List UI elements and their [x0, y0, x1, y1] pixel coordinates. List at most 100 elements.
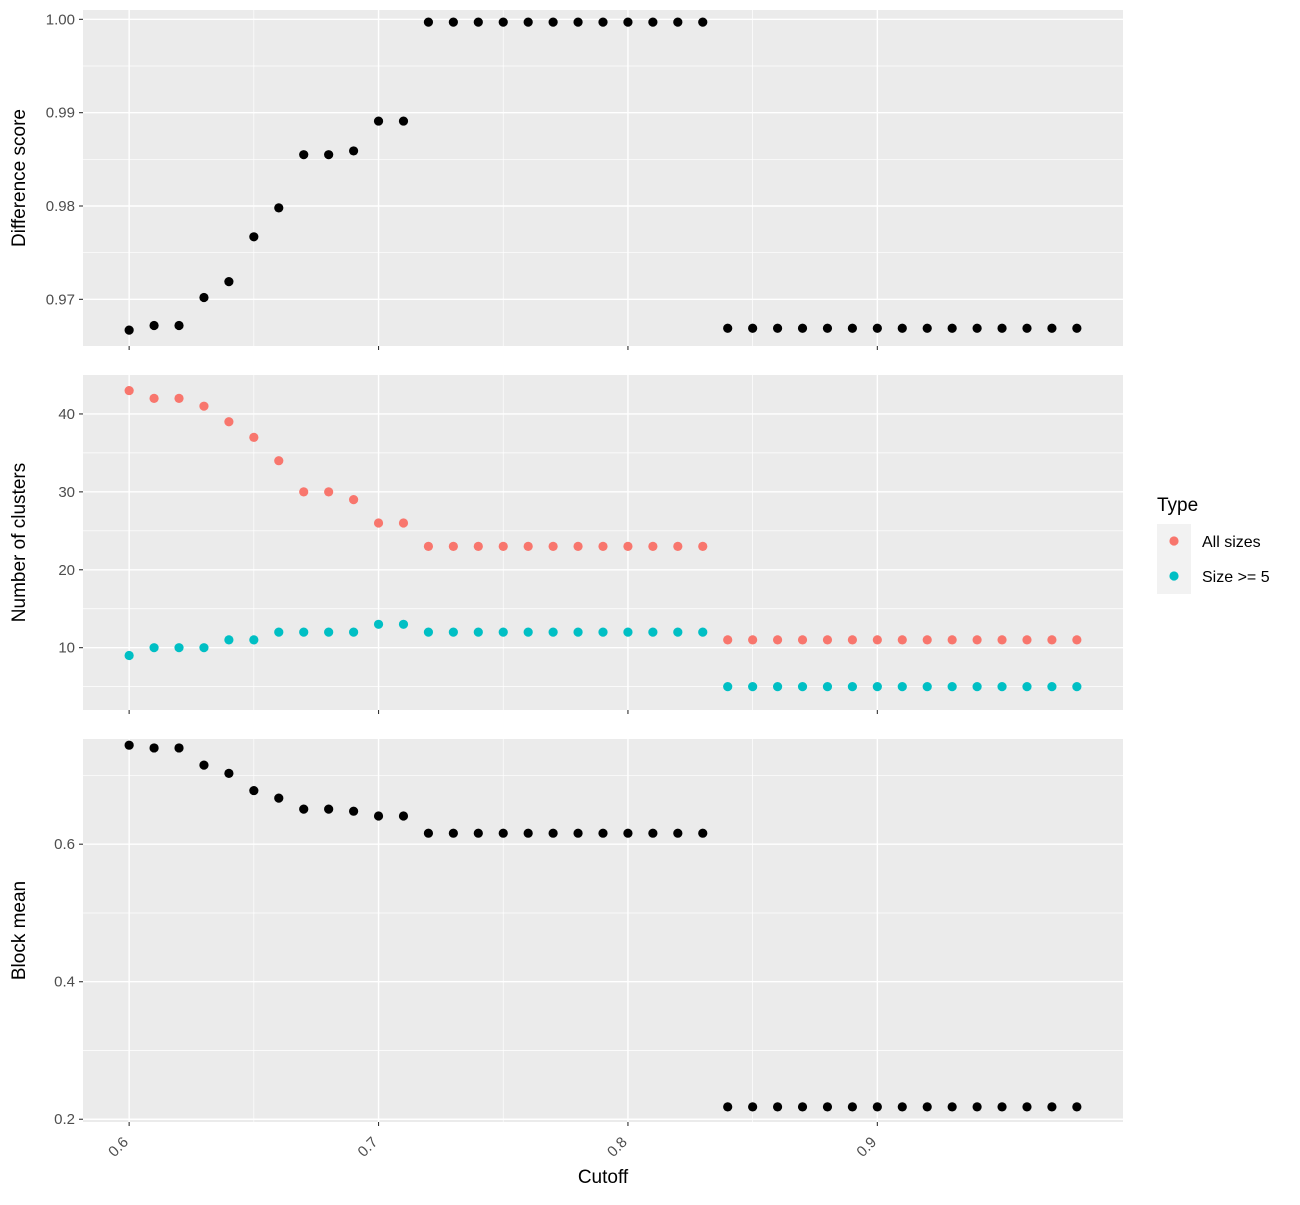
x-tick-label: 0.7 — [355, 1134, 382, 1161]
data-point-series — [373, 116, 384, 126]
data-point-size-5 — [772, 682, 783, 692]
legend-key-size-5 — [1169, 571, 1179, 581]
data-point-series — [299, 150, 309, 160]
data-point-size-5 — [199, 643, 209, 653]
data-point-all-sizes — [997, 635, 1007, 645]
data-point-all-sizes — [299, 487, 309, 497]
data-point-series — [199, 292, 209, 303]
data-point-size-5 — [274, 627, 284, 637]
y-tick-label: 10 — [58, 640, 75, 657]
data-point-series — [249, 785, 259, 796]
data-point-series — [299, 804, 309, 814]
panel-difference-score: 0.97 0.98 0.99 1.00 Difference score — [9, 10, 1123, 350]
y-tick-label: 0.99 — [46, 105, 75, 122]
data-point-all-sizes — [224, 417, 234, 427]
panel-background — [83, 10, 1123, 346]
data-point-series — [797, 323, 808, 333]
data-point-size-5 — [423, 627, 434, 637]
data-point-size-5 — [997, 682, 1007, 692]
data-point-series — [523, 828, 533, 838]
data-point-series — [972, 323, 982, 333]
data-point-size-5 — [1072, 682, 1082, 692]
data-point-series — [324, 804, 334, 814]
data-point-size-5 — [822, 682, 833, 692]
data-point-series — [997, 1102, 1007, 1112]
y-tick-label: 30 — [58, 484, 75, 501]
data-point-all-sizes — [448, 541, 458, 551]
data-point-all-sizes — [922, 635, 932, 645]
data-point-series — [523, 17, 533, 27]
data-point-series — [947, 323, 957, 333]
data-point-series — [623, 17, 633, 27]
data-point-series — [772, 323, 783, 333]
data-point-size-5 — [1022, 682, 1032, 692]
data-point-series — [598, 17, 608, 27]
data-point-all-sizes — [748, 635, 758, 645]
data-point-all-sizes — [872, 635, 882, 645]
data-point-all-sizes — [1072, 635, 1082, 645]
data-point-all-sizes — [124, 385, 134, 396]
data-point-all-sizes — [199, 401, 209, 411]
data-point-size-5 — [947, 682, 957, 692]
data-point-all-sizes — [548, 541, 558, 551]
panel-number-of-clusters: 10 20 30 40 Number of clusters — [9, 375, 1123, 714]
data-point-series — [772, 1102, 783, 1112]
data-point-size-5 — [797, 682, 808, 692]
data-point-all-sizes — [972, 635, 982, 645]
legend-title: Type — [1157, 495, 1198, 516]
data-point-all-sizes — [373, 518, 384, 528]
y-tick-label: 20 — [58, 562, 75, 579]
data-point-size-5 — [723, 682, 733, 692]
data-point-series — [199, 760, 209, 770]
panels: 0.97 0.98 0.99 1.00 Difference score 10 20 30 40… — [9, 10, 1123, 1128]
x-axis-title: Cutoff — [578, 1167, 629, 1188]
data-point-series — [922, 1102, 932, 1112]
data-point-size-5 — [698, 627, 708, 637]
y-tick-label: 0.4 — [54, 974, 75, 991]
data-point-all-sizes — [523, 541, 533, 551]
data-point-series — [573, 828, 583, 838]
data-point-series — [797, 1102, 808, 1112]
legend-key-background — [1157, 524, 1191, 594]
data-point-all-sizes — [797, 635, 808, 645]
points-number-of-clusters — [124, 385, 1082, 692]
data-point-size-5 — [473, 627, 483, 637]
data-point-series — [498, 17, 508, 27]
data-point-series — [872, 1102, 882, 1112]
legend-label-all-sizes: All sizes — [1202, 534, 1261, 551]
data-point-series — [1022, 323, 1032, 333]
data-point-size-5 — [1047, 682, 1057, 692]
data-point-series — [872, 323, 882, 333]
points-difference-score — [124, 17, 1082, 335]
data-point-size-5 — [498, 627, 508, 637]
legend-label-size-5: Size >= 5 — [1202, 569, 1270, 586]
data-point-series — [698, 828, 708, 838]
data-point-series — [348, 146, 359, 156]
y-axis-title: Block mean — [9, 881, 30, 980]
data-point-series — [224, 768, 234, 778]
data-point-series — [922, 323, 932, 333]
data-point-all-sizes — [324, 487, 334, 497]
data-point-all-sizes — [648, 541, 658, 551]
data-point-all-sizes — [423, 541, 434, 551]
data-point-series — [648, 828, 658, 838]
data-point-all-sizes — [573, 541, 583, 551]
data-point-size-5 — [922, 682, 932, 692]
y-tick-label: 0.98 — [46, 198, 75, 215]
data-point-size-5 — [448, 627, 458, 637]
data-point-series — [1072, 1102, 1082, 1112]
data-point-series — [274, 793, 284, 803]
data-point-all-sizes — [398, 518, 409, 528]
data-point-series — [972, 1102, 982, 1112]
y-tick-label: 40 — [58, 406, 75, 423]
data-point-series — [324, 150, 334, 160]
data-point-size-5 — [124, 650, 134, 661]
data-point-all-sizes — [473, 541, 483, 551]
x-tick-label: 0.9 — [853, 1134, 880, 1161]
y-axis-title: Number of clusters — [9, 463, 30, 622]
data-point-size-5 — [548, 627, 558, 637]
data-point-series — [997, 323, 1007, 333]
data-point-all-sizes — [1047, 635, 1057, 645]
panel-block-mean: 0.2 0.4 0.6 Block mean — [9, 739, 1123, 1128]
